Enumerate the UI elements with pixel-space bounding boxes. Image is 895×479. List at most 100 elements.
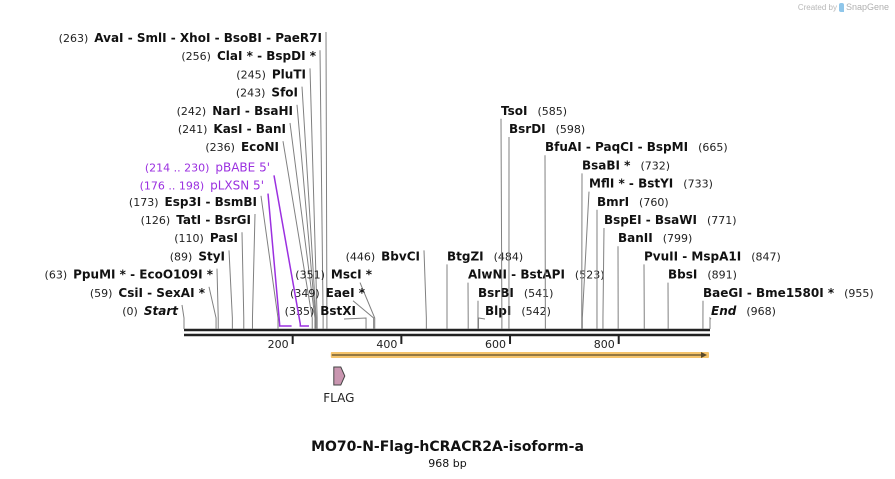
- site-enzyme-names: ClaI * - BspDI *: [217, 49, 317, 63]
- snapgene-credit: Created by SnapGene: [798, 2, 889, 12]
- site-bbvci[interactable]: (446) BbvCI: [346, 249, 427, 329]
- site-enzyme-names: SfoI: [271, 86, 298, 100]
- site-position: (542): [521, 305, 551, 318]
- site-enzyme-names: BsrBI: [478, 286, 514, 300]
- axis-tick-label: 600: [485, 338, 506, 351]
- site-position: (126): [141, 214, 171, 227]
- site-connector-line: [478, 317, 486, 329]
- site-csii[interactable]: (59) CsiI - SexAI *: [90, 286, 217, 329]
- site-bstxi[interactable]: (335) BstXI: [285, 304, 367, 329]
- site-enzyme-names: MscI *: [331, 268, 373, 282]
- site-bsrbi[interactable]: (541) BsrBI: [477, 286, 554, 329]
- site-position: (799): [663, 232, 693, 245]
- site-connector-line: [260, 195, 279, 329]
- site-blpi[interactable]: (542) BlpI: [478, 304, 551, 329]
- site-clai[interactable]: (256) ClaI * - BspDI *: [181, 49, 324, 329]
- site-nari[interactable]: (242) NarI - BsaHI: [177, 104, 316, 329]
- site-position: (263): [59, 32, 89, 45]
- primer-pbabe[interactable]: (214 .. 230) pBABE 5': [145, 160, 309, 327]
- site-position: (446): [346, 250, 376, 263]
- site-position: (242): [177, 105, 207, 118]
- site-position: (955): [844, 287, 874, 300]
- site-enzyme-names: MflI * - BstYI: [589, 177, 673, 191]
- site-position: (891): [707, 269, 737, 282]
- site-end[interactable]: (968) End: [709, 304, 776, 329]
- site-connector-line: [309, 68, 318, 329]
- site-baegi[interactable]: (955) BaeGI - Bme1580I *: [702, 286, 874, 329]
- site-esp3i[interactable]: (173) Esp3I - BsmBI: [129, 195, 279, 329]
- site-tsoi[interactable]: (585) TsoI: [500, 104, 567, 329]
- site-btgzi[interactable]: (484) BtgZI: [446, 249, 523, 329]
- site-position: (351): [295, 269, 325, 282]
- credit-brand: SnapGene: [845, 2, 889, 12]
- site-enzyme-names: NarI - BsaHI: [212, 104, 293, 118]
- primer-range: (176 .. 198): [140, 180, 205, 193]
- site-position: (110): [174, 232, 204, 245]
- site-start[interactable]: (0) Start: [122, 304, 185, 329]
- site-position: (59): [90, 287, 113, 300]
- site-position: (733): [683, 178, 713, 191]
- site-sfoi[interactable]: (243) SfoI: [236, 86, 317, 329]
- site-bspei[interactable]: (771) BspEI - BsaWI: [602, 213, 737, 329]
- flag-feature-arrow[interactable]: [333, 366, 346, 386]
- site-bsabi[interactable]: (732) BsaBI *: [581, 158, 670, 329]
- site-connector-line: [343, 317, 367, 329]
- site-enzyme-names: BsrDI: [509, 122, 546, 136]
- site-pluti[interactable]: (245) PluTI: [236, 67, 318, 329]
- site-styi[interactable]: (89) StyI: [170, 249, 233, 329]
- site-enzyme-names: BlpI: [485, 304, 511, 318]
- site-position: (665): [698, 141, 728, 154]
- primer-plxsn[interactable]: (176 .. 198) pLXSN 5': [140, 179, 292, 327]
- site-connector-line: [181, 304, 185, 329]
- flag-feature-label: FLAG: [323, 391, 354, 405]
- site-enzyme-names: KasI - BanI: [213, 122, 286, 136]
- site-pasi[interactable]: (110) PasI: [174, 231, 245, 329]
- primer-binding-mark: [273, 175, 309, 327]
- site-avai[interactable]: (263) AvaI - SmlI - XhoI - BsoBI - PaeR7I: [59, 31, 328, 329]
- site-connector-line: [709, 316, 712, 329]
- site-eaei[interactable]: (349) EaeI *: [290, 286, 375, 329]
- site-enzyme-names: BaeGI - Bme1580I *: [703, 286, 835, 300]
- site-enzyme-names: Esp3I - BsmBI: [165, 195, 257, 209]
- site-bsrdi[interactable]: (598) BsrDI: [508, 122, 586, 329]
- sequence-name: MO70-N-Flag-hCRACR2A-isoform-a: [311, 439, 584, 455]
- site-kasi[interactable]: (241) KasI - BanI: [178, 122, 316, 329]
- site-connector-line: [241, 232, 245, 329]
- site-position: (63): [45, 269, 68, 282]
- site-position: (598): [556, 123, 586, 136]
- site-connector-line: [216, 268, 219, 329]
- site-position: (968): [746, 305, 776, 318]
- site-pvuii[interactable]: (847) PvuII - MspA1I: [643, 249, 781, 329]
- site-connector-line: [251, 213, 256, 329]
- orf-arrowhead-icon: [701, 352, 707, 358]
- site-bmri[interactable]: (760) BmrI: [596, 195, 669, 329]
- site-connector-line: [228, 250, 233, 329]
- site-tati[interactable]: (126) TatI - BsrGI: [141, 213, 256, 329]
- site-enzyme-names: BfuAI - PaqCI - BspMI: [545, 140, 688, 154]
- site-position: (89): [170, 250, 193, 263]
- axis-tick-label: 400: [376, 338, 397, 351]
- site-enzyme-names: EcoNI: [241, 140, 279, 154]
- axis-tick-label: 800: [594, 338, 615, 351]
- site-bfuai[interactable]: (665) BfuAI - PaqCI - BspMI: [544, 140, 728, 329]
- site-position: (541): [524, 287, 554, 300]
- site-enzyme-names: StyI: [198, 249, 225, 263]
- site-connector-line: [423, 250, 427, 329]
- site-enzyme-names: CsiI - SexAI *: [118, 286, 205, 300]
- site-enzyme-names: PvuII - MspA1I: [644, 249, 741, 263]
- primer-name: pBABE 5': [215, 160, 270, 174]
- site-econi[interactable]: (236) EcoNI: [205, 140, 313, 329]
- site-connector-line: [289, 122, 316, 329]
- site-position: (245): [236, 68, 266, 81]
- site-enzyme-names: BmrI: [597, 195, 629, 209]
- site-msci[interactable]: (351) MscI *: [295, 268, 376, 329]
- site-bbsi[interactable]: (891) BbsI: [667, 268, 737, 329]
- site-mfli[interactable]: (733) MflI * - BstYI: [581, 177, 713, 329]
- site-ppumi[interactable]: (63) PpuMI * - EcoO109I *: [45, 268, 219, 329]
- site-connector-line: [319, 50, 324, 329]
- site-banii[interactable]: (799) BanII: [617, 231, 693, 329]
- site-position: (523): [575, 269, 605, 282]
- site-position: (241): [178, 123, 208, 136]
- site-connector-line: [602, 227, 605, 329]
- site-enzyme-names: PpuMI * - EcoO109I *: [73, 268, 214, 282]
